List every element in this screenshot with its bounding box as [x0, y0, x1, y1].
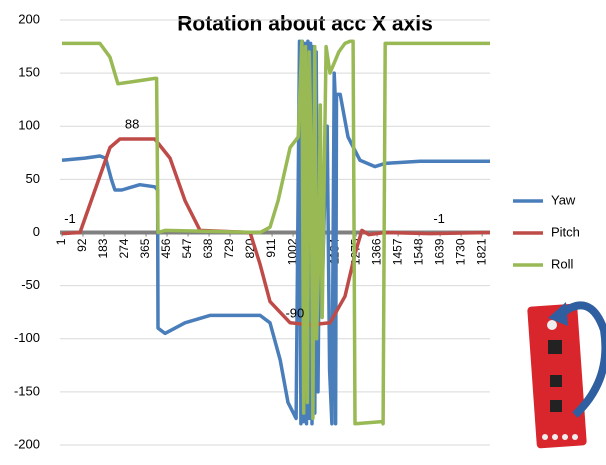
- annotation: -1: [64, 211, 76, 226]
- legend-label: Yaw: [551, 192, 576, 207]
- x-tick-label: 365: [138, 238, 152, 258]
- x-tick-label: 456: [159, 238, 173, 258]
- y-tick-label: -200: [14, 436, 40, 451]
- y-tick-label: 100: [18, 118, 40, 133]
- x-tick-label: 911: [264, 238, 278, 257]
- x-tick-label: 1457: [390, 238, 404, 265]
- x-tick-label: 1366: [369, 238, 383, 265]
- y-tick-label: 50: [26, 171, 40, 186]
- x-tick-label: 183: [96, 238, 110, 258]
- y-tick-label: -50: [21, 277, 40, 292]
- x-tick-label: 547: [180, 238, 194, 258]
- x-tick-label: 92: [75, 238, 89, 252]
- chart-title: Rotation about acc X axis: [177, 13, 433, 36]
- annotation: -90: [285, 306, 304, 321]
- sensor-board: [527, 301, 606, 449]
- x-tick-label: 1639: [432, 238, 446, 265]
- y-tick-label: 150: [18, 65, 40, 80]
- y-tick-label: -150: [14, 383, 40, 398]
- series-line: [62, 39, 490, 426]
- x-tick-label: 729: [222, 238, 236, 258]
- x-tick-label: 1548: [411, 238, 425, 265]
- series-line: [61, 137, 491, 327]
- x-tick-label: 1002: [285, 238, 299, 265]
- x-tick-label: 274: [117, 238, 131, 258]
- y-tick-label: -100: [14, 330, 40, 345]
- legend-label: Roll: [551, 256, 574, 271]
- y-tick-label: 200: [18, 11, 40, 26]
- x-tick-label: 638: [201, 238, 215, 258]
- y-tick-label: 0: [33, 224, 40, 239]
- annotation: 88: [125, 116, 139, 131]
- legend-label: Pitch: [551, 224, 580, 239]
- x-tick-label: 1: [54, 238, 68, 245]
- x-tick-label: 1730: [453, 238, 467, 265]
- x-tick-label: 1821: [474, 238, 488, 265]
- annotation: -1: [433, 211, 445, 226]
